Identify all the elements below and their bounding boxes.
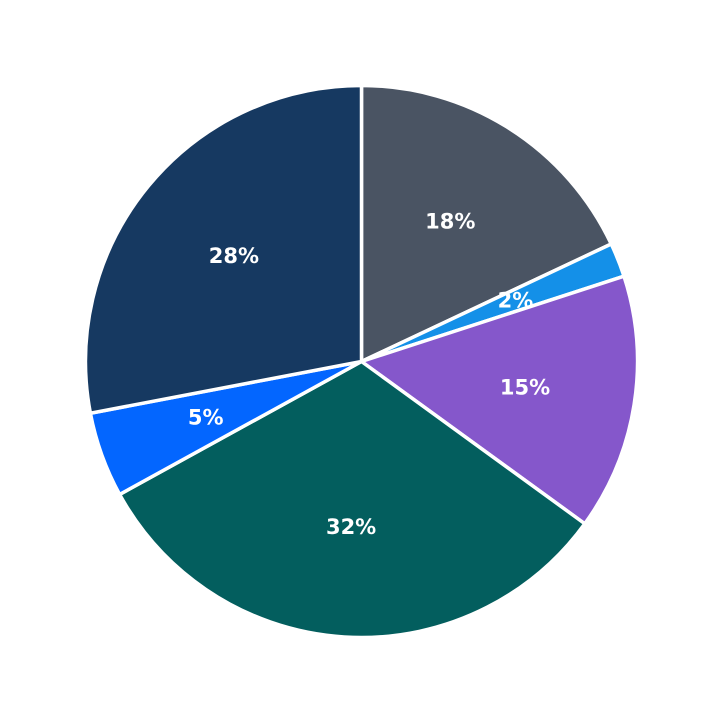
- pie-slice: [359, 83, 613, 364]
- pie-slice-label: 32%: [326, 515, 376, 539]
- pie-labels: 18% 2% 15% 32% 5% 28%: [188, 210, 550, 539]
- pie-slice-label: 5%: [188, 406, 224, 430]
- pie-slice: [359, 274, 640, 526]
- pie-slices: [83, 83, 640, 640]
- pie-slice-label: 15%: [500, 375, 550, 399]
- pie-slice-label: 18%: [425, 210, 475, 234]
- pie-slice-label: 28%: [209, 244, 259, 268]
- pie-slice: [117, 359, 587, 640]
- pie-slice-label: 2%: [498, 289, 534, 313]
- pie-slice: [83, 83, 364, 415]
